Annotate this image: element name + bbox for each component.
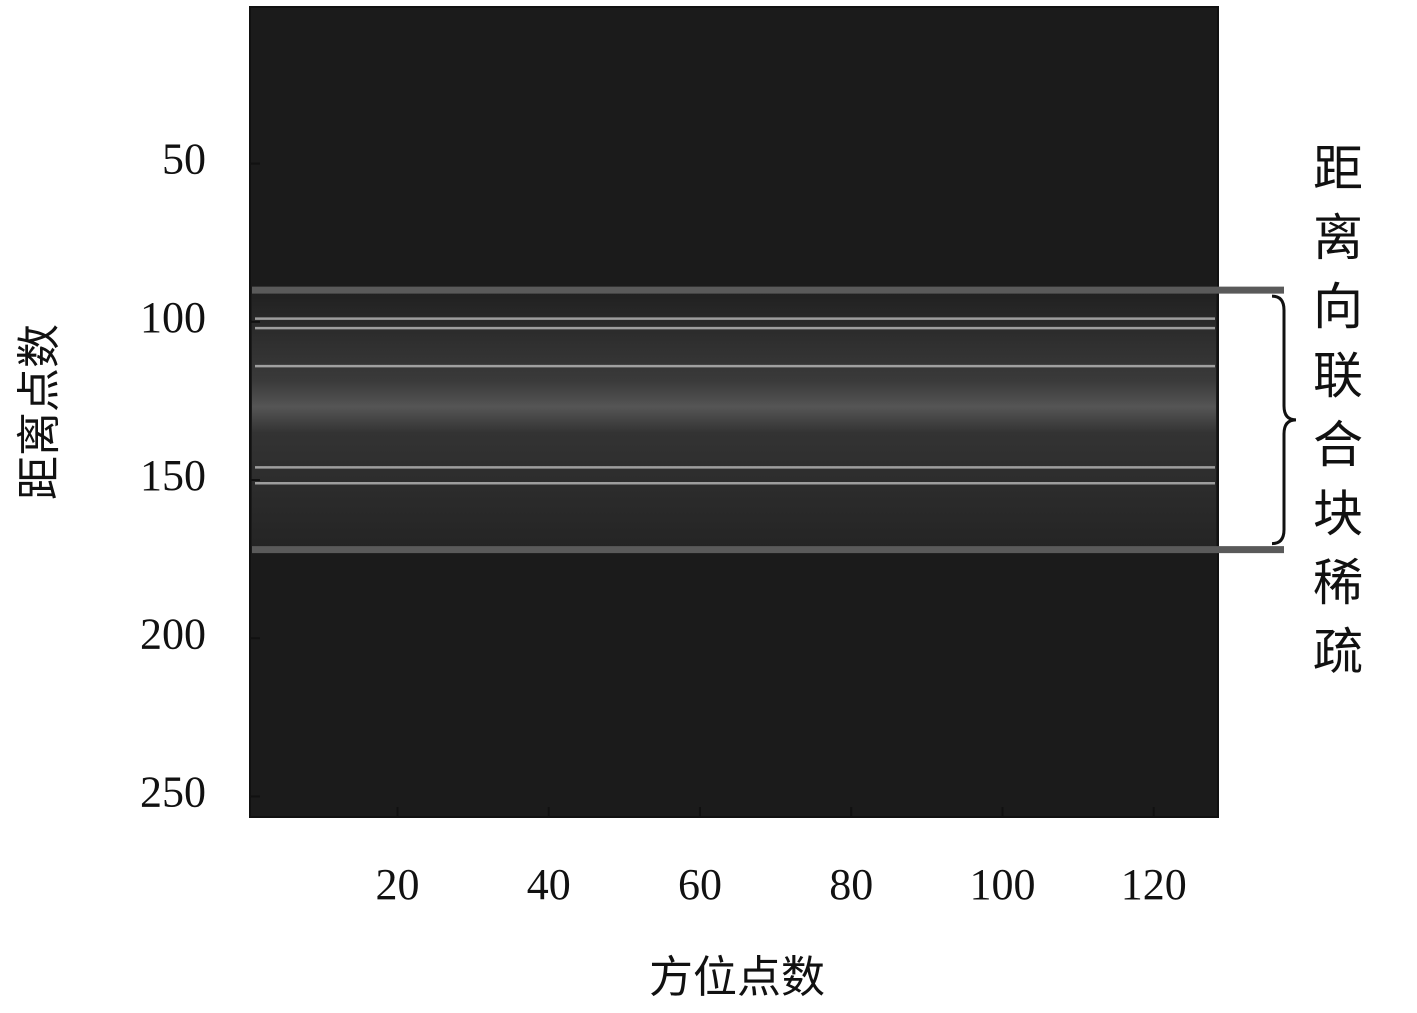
- image: [252, 290, 1216, 550]
- overlay: [252, 286, 1284, 554]
- y-tick-label: 50: [162, 135, 206, 184]
- annotation-text: 距离向联合块稀疏: [1313, 141, 1363, 680]
- x-tick-label: 60: [678, 860, 722, 909]
- x-axis-label: 方位点数: [649, 953, 825, 1002]
- annotation: 距离向联合块稀疏: [1313, 141, 1363, 680]
- y-tick-label: 200: [140, 609, 206, 658]
- x-tick-label: 80: [829, 860, 873, 909]
- y-axis-label: 距离点数: [15, 324, 64, 500]
- brace: [1271, 294, 1297, 546]
- y-tick-label: 100: [140, 293, 206, 342]
- x-tick-label: 120: [1121, 860, 1187, 909]
- y-tick-label: 250: [140, 768, 206, 817]
- x-tick-label: 20: [375, 860, 419, 909]
- echo-region: [252, 290, 1216, 550]
- y-tick-label: 150: [140, 451, 206, 500]
- x-tick-label: 40: [527, 860, 571, 909]
- x-tick-label: 100: [969, 860, 1035, 909]
